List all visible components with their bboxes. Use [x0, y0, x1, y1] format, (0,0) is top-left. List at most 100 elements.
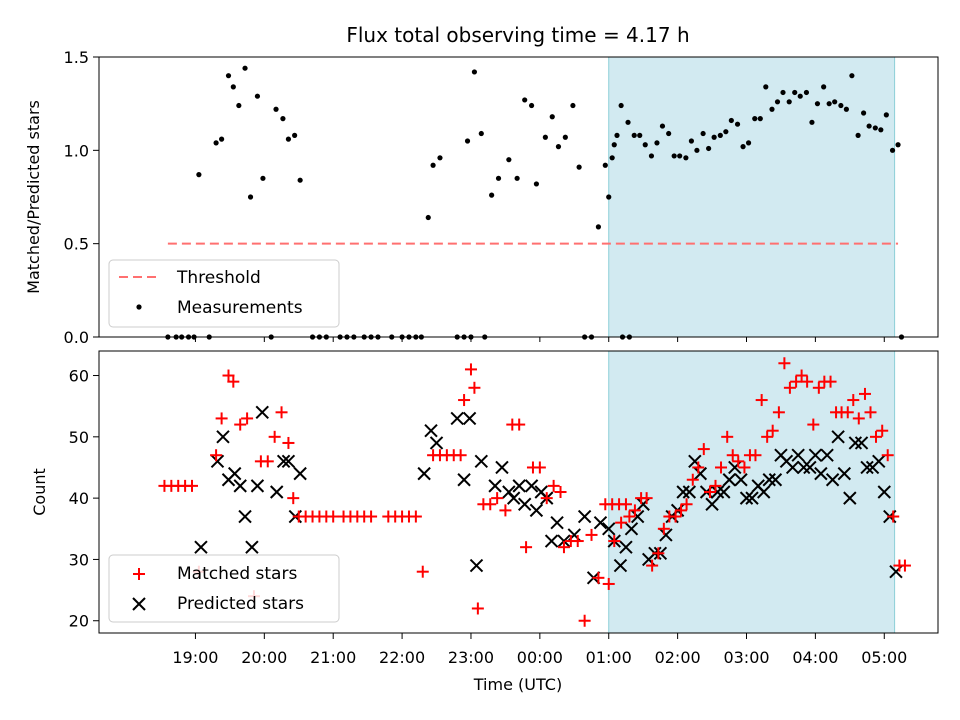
top-y-axis-label: Matched/Predicted stars	[24, 100, 43, 294]
matched-star-point	[841, 406, 854, 419]
measurement-point	[602, 162, 608, 168]
predicted-star-point	[854, 436, 869, 450]
matched-star-point	[628, 504, 641, 517]
measurement-point	[522, 97, 528, 103]
measurement-point	[533, 181, 540, 187]
chart-title: Flux total observing time = 4.17 h	[346, 23, 689, 47]
measurement-point	[285, 136, 292, 142]
predicted-star-point	[630, 509, 645, 524]
predicted-star-point	[619, 540, 633, 554]
measurement-point	[549, 114, 555, 120]
predicted-star-point	[860, 460, 874, 475]
matched-star-point	[623, 510, 636, 523]
matched-star-point	[484, 498, 497, 511]
matched-star-point	[640, 492, 653, 505]
matched-star-point	[675, 504, 688, 517]
bottom-xtick-label: 05:00	[861, 648, 907, 667]
top-ytick-label: 1.0	[64, 141, 89, 160]
measurement-point	[528, 102, 535, 109]
matched-star-point	[454, 449, 467, 462]
measurement-point	[728, 117, 734, 124]
measurement-point	[625, 119, 631, 125]
predicted-star-point	[210, 454, 225, 469]
measurement-point	[230, 84, 236, 90]
predicted-star-point	[270, 485, 284, 499]
measurement-point	[878, 127, 884, 133]
matched-star-point	[227, 375, 240, 388]
bottom-panel-frame	[98, 350, 939, 634]
measurement-point	[883, 112, 889, 118]
matched-star-point	[185, 479, 198, 492]
matched-star-point	[692, 461, 705, 474]
bottom-xtick-label: 00:00	[517, 648, 563, 667]
measurement-point	[683, 155, 689, 161]
bottom-ytick-label: 20	[69, 612, 89, 631]
measurement-point	[763, 84, 769, 90]
measurement-point	[797, 93, 803, 99]
matched-star-point	[887, 510, 900, 523]
measurement-point	[236, 102, 242, 109]
matched-star-point	[652, 547, 665, 560]
predicted-star-point	[717, 485, 731, 499]
matched-star-point	[471, 602, 484, 615]
predicted-star-point	[734, 473, 748, 487]
matched-star-point	[608, 535, 621, 548]
predicted-star-point	[803, 460, 817, 475]
predicted-star-point	[488, 479, 502, 493]
bottom-legend-box	[108, 554, 340, 623]
predicted-star-point	[745, 491, 759, 505]
matched-star-point	[210, 449, 223, 462]
predicted-star-point	[577, 509, 592, 524]
matched-star-point	[327, 510, 340, 523]
predicted-star-point	[276, 454, 291, 469]
predicted-star-point	[557, 534, 571, 548]
matched-star-point	[807, 418, 820, 431]
measurement-point	[242, 65, 248, 71]
bottom-xtick-label: 03:00	[723, 648, 769, 667]
matched-star-point	[898, 559, 911, 572]
matched-star-point	[824, 375, 837, 388]
predicted-star-point	[506, 491, 521, 505]
measurement-point	[752, 116, 758, 122]
measurement-point	[677, 153, 683, 159]
predicted-star-point	[848, 436, 863, 450]
bottom-y-axis-label: Count	[30, 468, 49, 516]
measurement-point	[792, 89, 798, 96]
predicted-star-point	[424, 423, 438, 438]
measurement-point	[666, 130, 672, 137]
measurement-point	[642, 142, 648, 148]
observing-span-shade-top	[608, 56, 896, 338]
matched-star-point	[812, 381, 825, 394]
measurement-point	[769, 106, 775, 112]
predicted-star-point	[469, 558, 484, 573]
measurement-point	[723, 129, 729, 135]
matched-star-point	[881, 449, 894, 462]
matched-star-point	[268, 430, 281, 443]
predicted-star-point	[227, 466, 242, 481]
predicted-star-point	[293, 466, 307, 481]
measurement-point	[273, 106, 279, 112]
bottom-panel-ticks: 20 30 40 50 60 19:00 20:00 21:00 22:00 23:00 00:00…	[69, 367, 908, 667]
predicted-star-point	[529, 503, 544, 518]
measurement-point	[648, 153, 655, 159]
measurement-point	[292, 132, 298, 138]
matched-star-point	[287, 492, 300, 505]
matched-star-point	[234, 418, 247, 431]
predicted-star-point	[495, 460, 509, 475]
matched-star-point	[795, 369, 808, 382]
predicted-star-point	[602, 522, 616, 536]
bottom-ytick-label: 50	[69, 428, 89, 447]
measurement-point	[280, 116, 286, 122]
legend-predicted-swatch	[132, 597, 146, 611]
matched-star-point	[615, 516, 628, 529]
bottom-ytick-label: 30	[69, 550, 89, 569]
predicted-star-point	[814, 466, 828, 481]
matched-star-point	[578, 614, 591, 627]
matched-star-point	[464, 363, 477, 376]
matched-star-point	[772, 406, 785, 419]
matched-star-point	[215, 412, 228, 425]
measurement-point	[861, 110, 867, 116]
top-legend: Threshold Measurements	[108, 259, 340, 328]
predicted-star-point	[872, 454, 886, 469]
top-ytick-label: 0.0	[64, 328, 89, 347]
